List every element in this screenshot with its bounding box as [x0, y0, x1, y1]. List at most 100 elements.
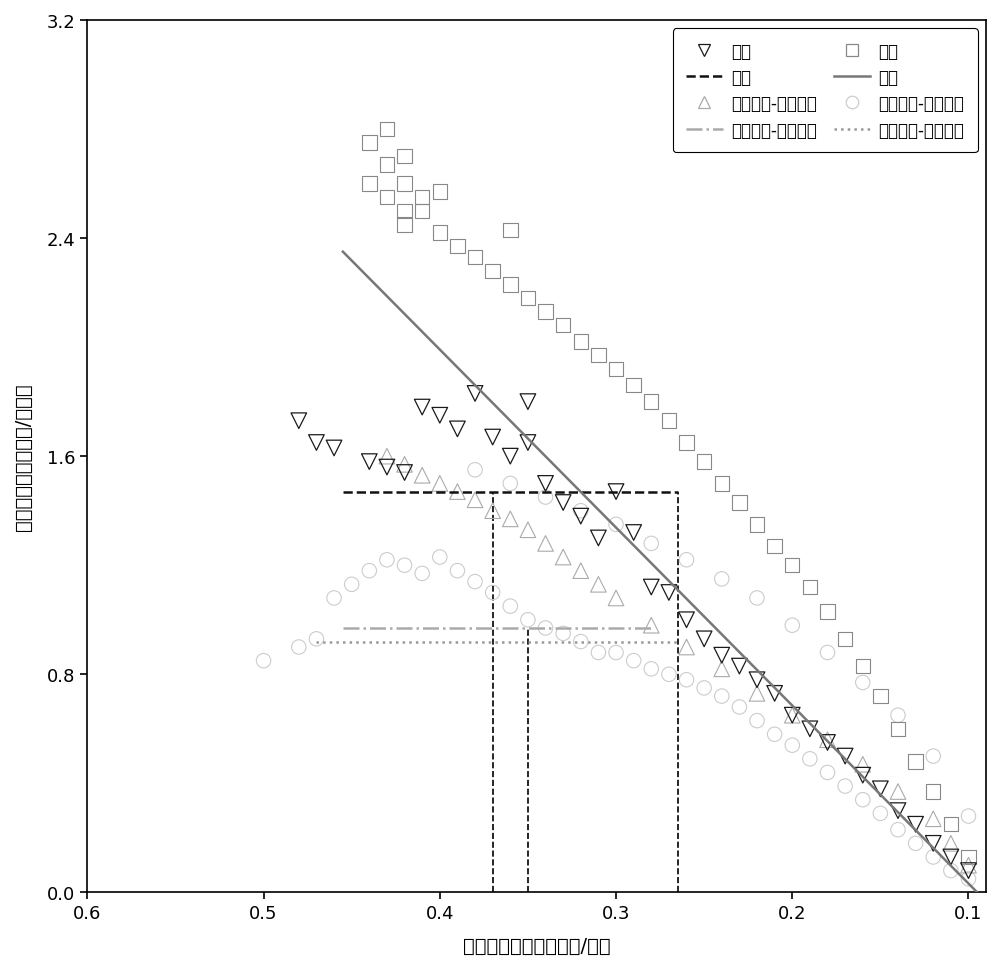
Point [943, 850, 959, 865]
Point [467, 492, 483, 508]
Point [714, 689, 730, 704]
Point [855, 792, 871, 807]
Point [379, 122, 395, 138]
X-axis label: 土壤含水量平均值（克/克）: 土壤含水量平均值（克/克） [463, 936, 611, 955]
Point [696, 632, 712, 647]
Point [626, 525, 642, 541]
Point [432, 408, 448, 423]
Point [679, 435, 695, 451]
Point [960, 850, 976, 865]
Point [960, 808, 976, 824]
Point [925, 835, 941, 851]
Point [502, 223, 518, 238]
Point [925, 748, 941, 764]
Point [485, 264, 501, 279]
Point [485, 504, 501, 519]
Point [608, 484, 624, 500]
Point [379, 552, 395, 568]
Point [784, 618, 800, 634]
Point [590, 531, 606, 547]
Point [590, 645, 606, 661]
Point [890, 784, 906, 799]
Point [379, 190, 395, 205]
Point [361, 136, 377, 151]
Point [767, 727, 783, 742]
Point [485, 430, 501, 446]
Point [502, 512, 518, 527]
Point [802, 721, 818, 736]
Point [643, 662, 659, 677]
Point [872, 806, 888, 822]
Point [520, 394, 536, 410]
Point [590, 577, 606, 592]
Point [485, 585, 501, 601]
Point [643, 536, 659, 551]
Point [467, 250, 483, 266]
Point [749, 517, 765, 533]
Point [679, 640, 695, 655]
Point [714, 662, 730, 677]
Point [767, 539, 783, 554]
Point [414, 190, 430, 205]
Point [449, 239, 465, 255]
Point [960, 871, 976, 887]
Point [960, 858, 976, 873]
Point [784, 737, 800, 753]
Point [925, 811, 941, 827]
Point [538, 536, 554, 551]
Point [855, 767, 871, 783]
Point [696, 454, 712, 470]
Point [467, 387, 483, 402]
Point [960, 863, 976, 879]
Point [679, 672, 695, 688]
Point [414, 468, 430, 484]
Point [714, 647, 730, 663]
Point [397, 457, 413, 473]
Point [608, 361, 624, 377]
Point [379, 158, 395, 173]
Point [837, 632, 853, 647]
Point [943, 817, 959, 832]
Point [767, 686, 783, 702]
Point [696, 680, 712, 696]
Point [661, 667, 677, 682]
Point [749, 686, 765, 702]
Point [855, 675, 871, 691]
Point [538, 476, 554, 491]
Point [820, 735, 836, 750]
Point [520, 522, 536, 538]
Point [361, 176, 377, 192]
Point [397, 558, 413, 574]
Point [573, 509, 589, 524]
Point [520, 612, 536, 628]
Point [397, 465, 413, 481]
Point [361, 563, 377, 578]
Point [538, 489, 554, 505]
Point [414, 400, 430, 416]
Point [802, 751, 818, 766]
Point [256, 653, 272, 669]
Point [661, 414, 677, 429]
Point [397, 217, 413, 233]
Point [344, 577, 360, 592]
Point [414, 203, 430, 219]
Point [643, 394, 659, 410]
Point [872, 781, 888, 797]
Point [432, 185, 448, 201]
Point [397, 203, 413, 219]
Point [872, 689, 888, 704]
Point [784, 707, 800, 723]
Point [820, 733, 836, 748]
Point [520, 291, 536, 306]
Point [502, 599, 518, 614]
Point [520, 435, 536, 451]
Point [573, 504, 589, 519]
Point [643, 579, 659, 595]
Point [908, 835, 924, 851]
Point [731, 495, 747, 511]
Point [890, 803, 906, 819]
Point [837, 748, 853, 764]
Point [467, 462, 483, 478]
Point [432, 226, 448, 241]
Point [908, 754, 924, 769]
